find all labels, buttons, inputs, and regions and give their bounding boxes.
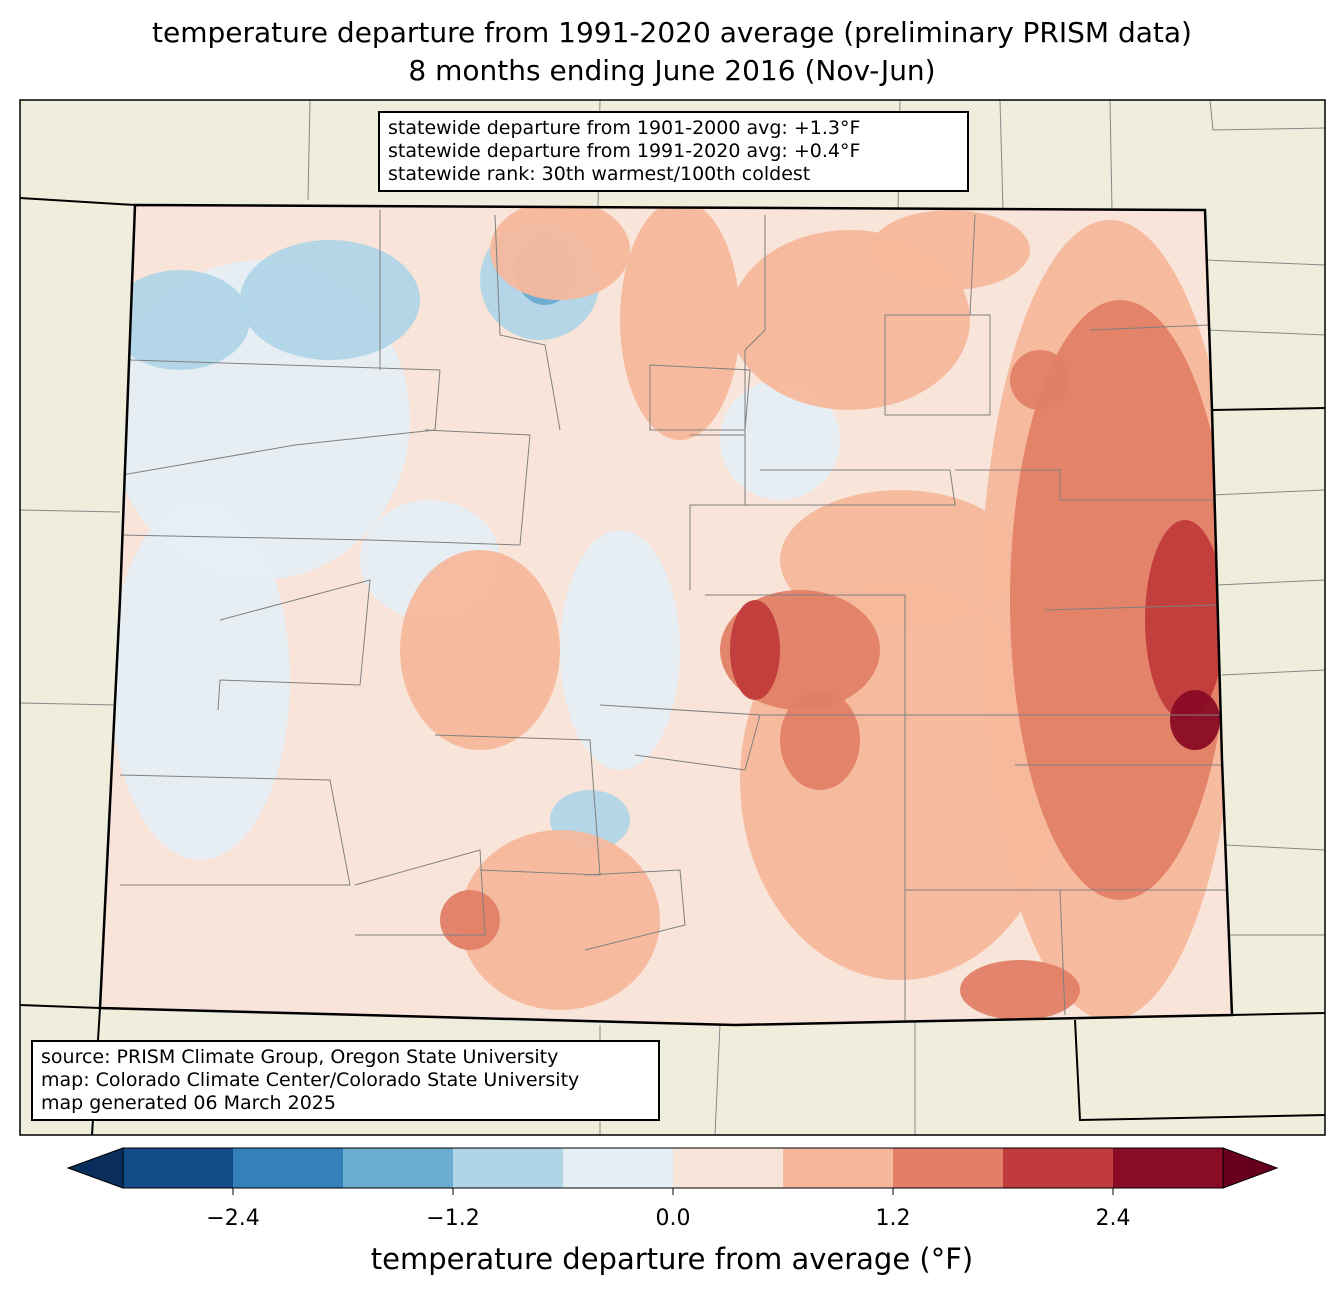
source-box: source: PRISM Climate Group, Oregon Stat… <box>31 1040 660 1121</box>
generated-date-line: map generated 06 March 2025 <box>41 1092 336 1114</box>
departure-region <box>1145 520 1225 720</box>
colorbar-tick-label: 0.0 <box>655 1206 691 1231</box>
colorbar-bin <box>563 1148 673 1188</box>
statewide-stats-box: statewide departure from 1901-2000 avg: … <box>378 111 969 192</box>
departure-region <box>1170 690 1220 750</box>
departure-region <box>110 500 290 860</box>
departure-region <box>560 530 680 770</box>
colorbar-tick-label: 2.4 <box>1095 1206 1131 1231</box>
colorbar-tick-label: 1.2 <box>875 1206 911 1231</box>
colorbar-extend-low <box>66 1147 124 1189</box>
map-frame <box>19 99 1326 1136</box>
departure-region <box>400 550 560 750</box>
map-title: temperature departure from 1991-2020 ave… <box>152 16 1192 49</box>
colorbar-bin <box>233 1148 343 1188</box>
colorbar-bin <box>1003 1148 1113 1188</box>
state-borders <box>20 197 1325 1135</box>
departure-region <box>240 240 420 360</box>
departure-region <box>1010 300 1230 900</box>
departure-region <box>870 210 1030 290</box>
departure-region <box>110 270 250 370</box>
departure-region <box>490 205 630 300</box>
county-lines <box>119 210 1230 1020</box>
map-credit-line: map: Colorado Climate Center/Colorado St… <box>41 1069 580 1091</box>
departure-field <box>100 205 1232 1025</box>
departure-region <box>460 830 660 1010</box>
departure-region <box>620 205 740 440</box>
departure-region <box>440 890 500 950</box>
colorbar-bin <box>343 1148 453 1188</box>
colorbar-bin <box>783 1148 893 1188</box>
stat-1991-2020: statewide departure from 1991-2020 avg: … <box>388 140 861 162</box>
colorbar-bin <box>123 1148 233 1188</box>
departure-region <box>1010 350 1070 410</box>
colorbar-bin <box>1113 1148 1223 1188</box>
departure-region <box>730 600 780 700</box>
map-subtitle: 8 months ending June 2016 (Nov-Jun) <box>408 54 936 87</box>
departure-region <box>960 960 1080 1020</box>
colorbar-tick-label: −2.4 <box>206 1206 260 1231</box>
colorbar-extend-high <box>1222 1147 1279 1189</box>
departure-region <box>780 690 860 790</box>
stat-rank: statewide rank: 30th warmest/100th colde… <box>388 163 811 185</box>
colorbar-label: temperature departure from average (°F) <box>370 1242 974 1276</box>
stat-1901-2000: statewide departure from 1901-2000 avg: … <box>388 117 861 139</box>
colorbar-bin <box>893 1148 1003 1188</box>
source-line: source: PRISM Climate Group, Oregon Stat… <box>41 1046 559 1068</box>
colorbar-bin <box>673 1148 783 1188</box>
colorbar <box>66 1147 1279 1195</box>
colorbar-tick-label: −1.2 <box>426 1206 480 1231</box>
colorbar-bin <box>453 1148 563 1188</box>
